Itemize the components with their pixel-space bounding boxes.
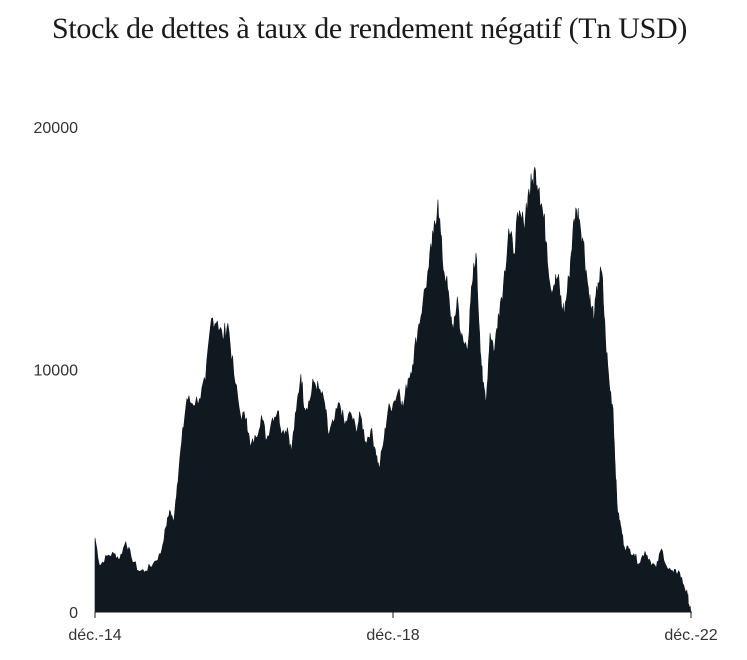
y-tick-label: 0 xyxy=(69,605,78,622)
plot-area xyxy=(94,166,692,613)
area-series-0 xyxy=(94,166,692,613)
y-tick-label: 10000 xyxy=(34,363,79,380)
y-tick-label: 20000 xyxy=(34,120,79,137)
x-tick-label: déc.-22 xyxy=(664,627,717,644)
axes xyxy=(94,611,692,618)
x-tick-label: déc.-14 xyxy=(68,627,121,644)
tick-labels: déc.-14 déc.-18 déc.-22 0 10000 20000 xyxy=(34,120,718,644)
chart-title: Stock de dettes à taux de rendement néga… xyxy=(52,12,688,45)
x-tick-label: déc.-18 xyxy=(366,627,419,644)
